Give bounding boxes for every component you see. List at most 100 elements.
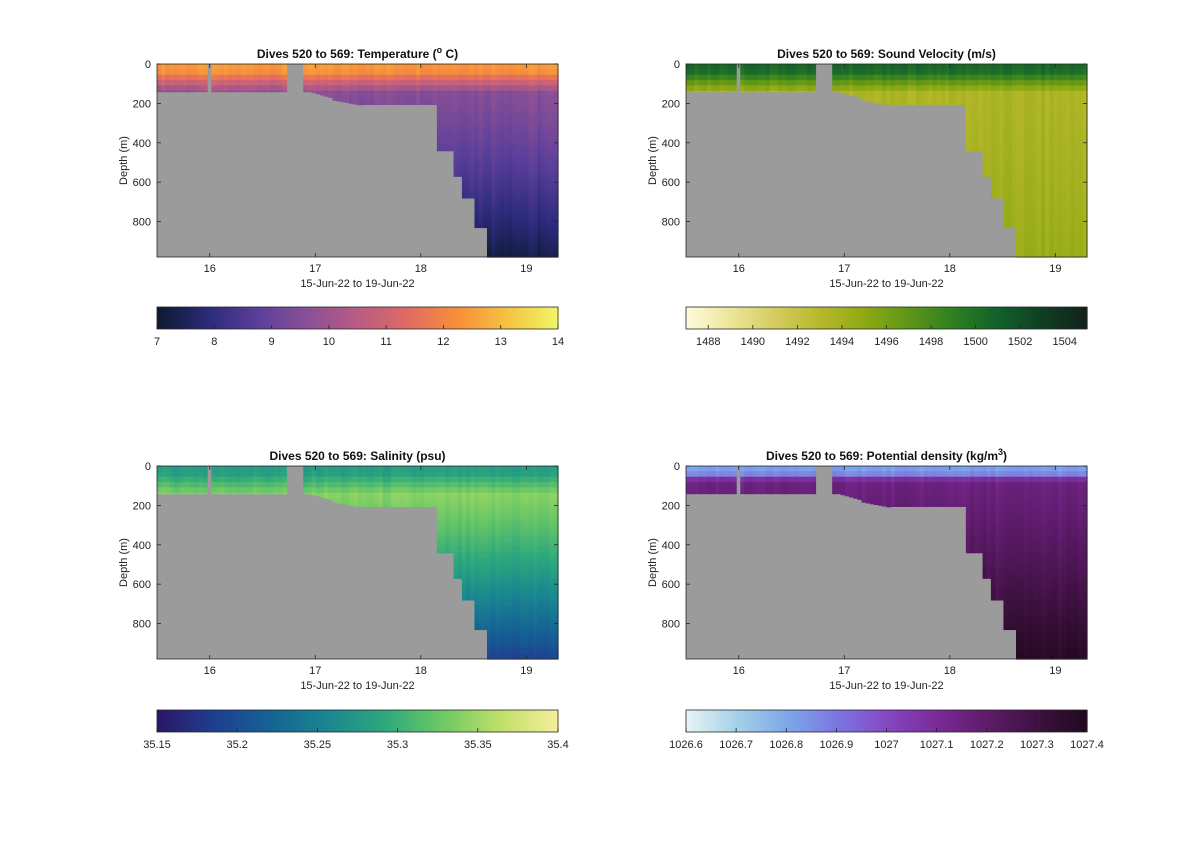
colorbar-segment (434, 710, 439, 732)
heatmap-cell (282, 69, 288, 76)
heatmap-cell (202, 80, 208, 87)
heatmap-cell (545, 541, 551, 548)
heatmap-cell (512, 583, 517, 590)
heatmap-cell (461, 74, 467, 81)
heatmap-cell (961, 85, 967, 92)
heatmap-cell (537, 621, 542, 628)
heatmap-cell (1045, 230, 1051, 237)
heatmap-cell (1003, 181, 1009, 188)
heatmap-cell (253, 466, 258, 472)
heatmap-cell (491, 101, 496, 108)
heatmap-cell (1078, 176, 1084, 183)
heatmap-cell (495, 106, 501, 113)
heatmap-cell (1032, 80, 1038, 87)
heatmap-cell (457, 508, 463, 515)
heatmap-cell (457, 573, 463, 579)
colorbar-segment (776, 307, 781, 329)
heatmap-cell (986, 85, 992, 92)
colorbar-segment (943, 307, 948, 329)
heatmap-cell (1036, 251, 1042, 258)
heatmap-cell (995, 69, 1000, 76)
y-tick-label: 200 (662, 98, 680, 110)
heatmap-cell (1041, 69, 1046, 76)
heatmap-cell (512, 573, 517, 580)
heatmap-cell (407, 90, 413, 97)
heatmap-cell (499, 171, 505, 178)
heatmap-cell (457, 69, 463, 76)
heatmap-cell (520, 235, 526, 242)
heatmap-cell (1032, 208, 1038, 215)
heatmap-cell (978, 498, 984, 505)
heatmap-cell (690, 482, 695, 489)
heatmap-cell (503, 230, 509, 237)
heatmap-cell (336, 492, 342, 499)
heatmap-cell (798, 90, 804, 93)
heatmap-cell (986, 149, 992, 156)
heatmap-cell (482, 181, 488, 188)
heatmap-cell (503, 187, 509, 194)
heatmap-cell (349, 74, 354, 81)
heatmap-cell (532, 80, 538, 87)
heatmap-cell (482, 498, 488, 505)
heatmap-cell (403, 96, 409, 103)
heatmap-cell (478, 96, 484, 103)
heatmap-cell (365, 96, 371, 103)
colorbar-segment (986, 307, 991, 329)
colorbar-tick-label: 13 (495, 336, 507, 348)
heatmap-cell (474, 90, 480, 97)
heatmap-cell (553, 492, 559, 499)
heatmap-cell (182, 487, 187, 494)
heatmap-cell (869, 476, 875, 483)
heatmap-cell (1074, 139, 1080, 146)
heatmap-cell (486, 112, 492, 119)
heatmap-cell (1082, 219, 1088, 226)
colorbar-segment (1016, 307, 1021, 329)
heatmap-cell (890, 487, 896, 494)
heatmap-cell (265, 90, 271, 93)
heatmap-cell (491, 476, 496, 483)
heatmap-cell (478, 594, 484, 601)
heatmap-cell (474, 508, 480, 515)
heatmap-cell (491, 128, 496, 135)
heatmap-cell (970, 503, 975, 510)
heatmap-cell (478, 589, 484, 596)
heatmap-cell (836, 64, 842, 70)
heatmap-cell (1074, 251, 1080, 258)
colorbar-tick-label: 1500 (963, 336, 987, 348)
heatmap-cell (223, 74, 229, 81)
heatmap-cell (520, 621, 526, 628)
heatmap-cell (532, 567, 538, 574)
colorbar-segment (1060, 307, 1065, 329)
heatmap-cell (257, 69, 263, 76)
heatmap-cell (537, 605, 542, 612)
heatmap-cell (911, 80, 917, 87)
heatmap-cell (407, 503, 413, 507)
heatmap-cell (953, 74, 959, 81)
heatmap-cell (507, 642, 513, 649)
heatmap-cell (1049, 112, 1055, 119)
heatmap-cell (545, 621, 551, 628)
heatmap-cell (474, 181, 480, 188)
heatmap-cell (719, 476, 725, 483)
heatmap-cell (1049, 208, 1055, 215)
heatmap-cell (516, 567, 522, 574)
heatmap-cell (706, 90, 712, 93)
heatmap-cell (537, 648, 542, 655)
heatmap-cell (315, 466, 321, 472)
heatmap-cell (1015, 149, 1021, 156)
heatmap-cell (528, 74, 534, 81)
heatmap-cell (215, 64, 221, 70)
heatmap-cell (932, 74, 938, 81)
heatmap-cell (769, 471, 775, 478)
heatmap-cell (907, 471, 913, 478)
heatmap-cell (1003, 122, 1009, 129)
heatmap-cell (461, 551, 467, 558)
heatmap-cell (545, 600, 551, 606)
heatmap-cell (890, 90, 896, 97)
heatmap-cell (982, 85, 988, 92)
heatmap-cell (694, 482, 700, 489)
heatmap-cell (723, 80, 729, 87)
heatmap-cell (911, 498, 917, 505)
colorbar-segment (267, 710, 272, 732)
heatmap-cell (161, 64, 166, 70)
